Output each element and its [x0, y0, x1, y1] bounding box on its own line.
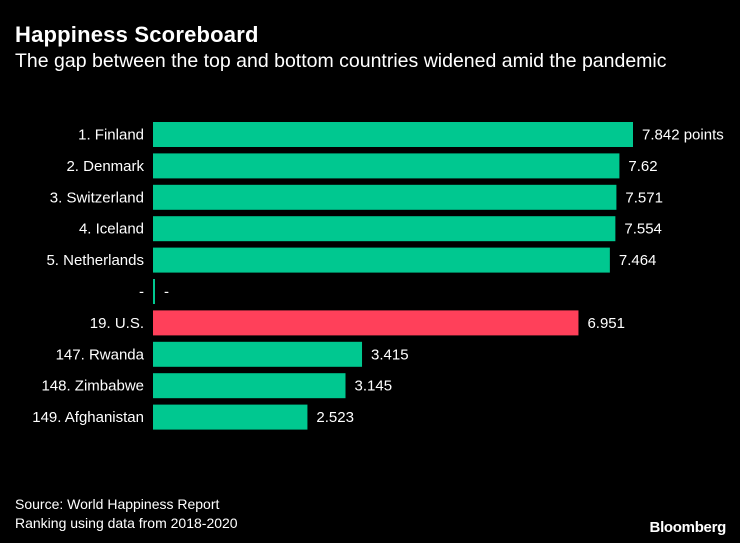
bar	[153, 373, 346, 399]
value-label: 7.571	[625, 189, 663, 206]
source-note: Source: World Happiness Report	[15, 496, 220, 512]
category-label: 3. Switzerland	[50, 189, 144, 206]
bar	[153, 341, 363, 367]
value-label: 7.842 points	[642, 127, 724, 144]
category-label: 19. U.S.	[90, 315, 144, 332]
category-label: 148. Zimbabwe	[41, 378, 144, 395]
category-label: 2. Denmark	[66, 158, 144, 175]
chart-subtitle: The gap between the top and bottom count…	[15, 50, 667, 72]
category-label: 149. Afghanistan	[32, 409, 144, 426]
value-label: 2.523	[316, 409, 354, 426]
bar	[153, 153, 620, 179]
value-label: 6.951	[587, 315, 625, 332]
value-label: 7.464	[619, 252, 657, 269]
category-label: 147. Rwanda	[56, 346, 145, 363]
chart-footer: Source: World Happiness Report Ranking u…	[15, 495, 238, 533]
bar-chart: 1. Finland 7.842 points 2. Denmark 7.62 3. S…	[32, 122, 724, 430]
bar	[153, 310, 579, 336]
value-label: 3.415	[371, 346, 409, 363]
category-label: -	[139, 284, 144, 301]
value-label: 7.554	[624, 221, 662, 238]
bar	[153, 184, 617, 210]
bloomberg-logo: Bloomberg	[649, 519, 727, 536]
data-range-note: Ranking using data from 2018-2020	[15, 515, 238, 531]
chart-title: Happiness Scoreboard	[15, 22, 259, 47]
bar	[153, 247, 610, 273]
bar	[153, 279, 155, 304]
bar	[153, 404, 308, 430]
category-label: 4. Iceland	[79, 221, 144, 238]
bar	[153, 122, 633, 147]
value-label: 7.62	[628, 158, 657, 175]
category-label: 1. Finland	[78, 127, 144, 144]
value-label: -	[164, 284, 169, 301]
bar	[153, 216, 616, 242]
category-label: 5. Netherlands	[46, 252, 144, 269]
value-label: 3.145	[355, 378, 393, 395]
